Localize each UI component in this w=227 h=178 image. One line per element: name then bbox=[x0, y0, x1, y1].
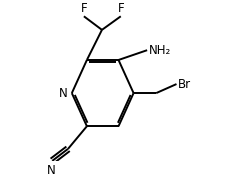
Text: NH₂: NH₂ bbox=[148, 44, 170, 57]
Text: N: N bbox=[59, 87, 68, 100]
Text: N: N bbox=[46, 164, 55, 177]
Text: F: F bbox=[80, 2, 87, 15]
Text: Br: Br bbox=[177, 78, 190, 91]
Text: F: F bbox=[117, 2, 123, 15]
